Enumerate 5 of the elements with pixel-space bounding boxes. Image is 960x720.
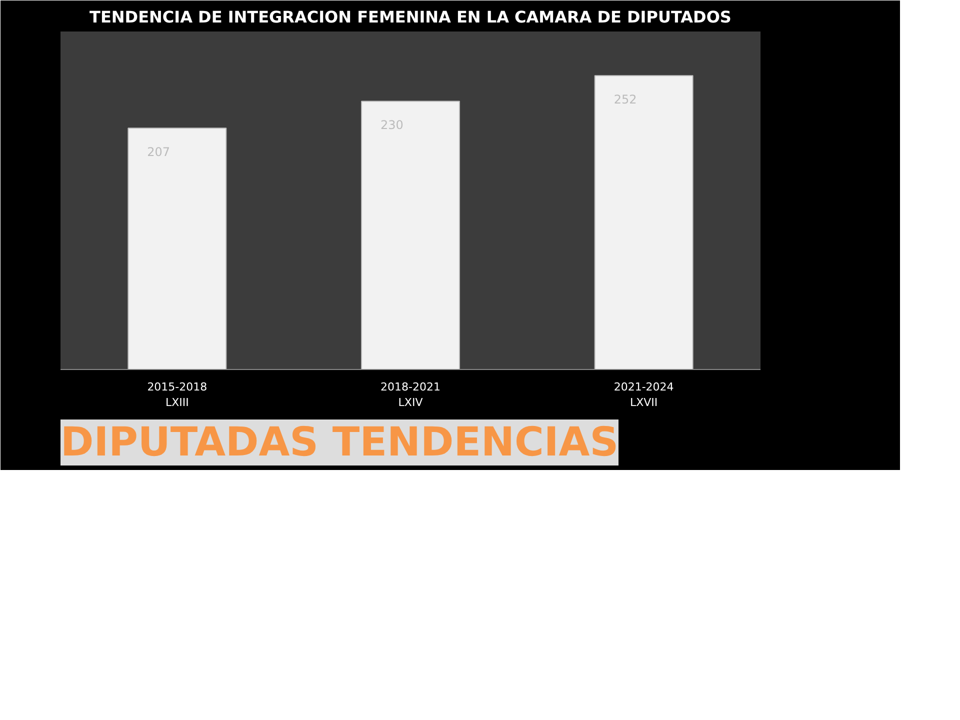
x-tick-label: 2018-2021 LXIV bbox=[380, 380, 440, 410]
x-tick-label: 2015-2018 LXIII bbox=[147, 380, 208, 410]
chart-title: TENDENCIA DE INTEGRACION FEMENINA EN LA CAMARA DE DIPUTADOS bbox=[90, 8, 732, 26]
x-tick-label: 2021-2024 LXVII bbox=[614, 380, 674, 410]
text: DIPUTADAS TENDENCIAS bbox=[60, 420, 619, 466]
